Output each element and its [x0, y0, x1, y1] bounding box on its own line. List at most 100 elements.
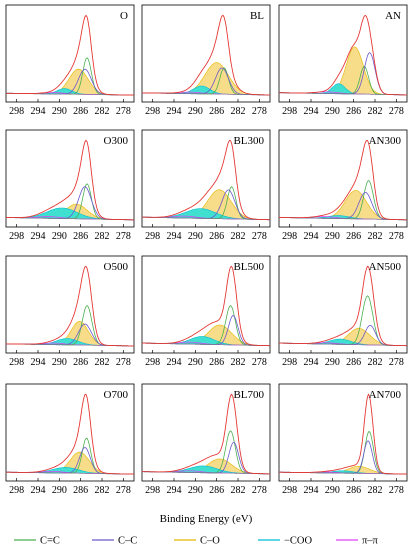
series-envelope [141, 139, 270, 221]
x-tick-label: 290 [188, 231, 203, 242]
xps-panel-bl700: BL700 298 294 290 286 282 278 [141, 383, 271, 496]
x-tick-label: 290 [325, 106, 340, 117]
x-tick-label: 298 [145, 357, 160, 368]
x-tick-label: 290 [52, 357, 67, 368]
x-tick-label: 294 [31, 231, 46, 242]
x-tick-label: 282 [368, 231, 383, 242]
x-tick-label: 294 [167, 231, 182, 242]
legend-label: C–O [200, 536, 220, 547]
x-tick-label: 298 [282, 485, 297, 496]
panel-title: AN700 [369, 389, 402, 401]
x-tick-label: 278 [389, 357, 404, 368]
x-tick-label: 294 [167, 485, 182, 496]
xps-panel-o300: O300 298 294 290 286 282 278 [5, 129, 135, 242]
series-envelope [6, 139, 134, 221]
x-tick-label: 286 [346, 106, 361, 117]
panel-frame [141, 129, 271, 228]
x-tick-label: 290 [325, 357, 340, 368]
legend-coo: −COO [258, 536, 313, 547]
x-tick-label: 286 [73, 231, 88, 242]
x-tick-label: 278 [389, 106, 404, 117]
series-envelope [6, 14, 134, 96]
x-tick-label: 278 [116, 231, 131, 242]
x-tick-label: 278 [116, 357, 131, 368]
x-tick-label: 282 [368, 485, 383, 496]
x-tick-label: 298 [145, 106, 160, 117]
series-envelope [279, 393, 408, 475]
xps-panel-an: AN 298 294 290 286 282 278 [278, 4, 408, 117]
x-tick-label: 278 [389, 231, 404, 242]
x-tick-label: 278 [116, 485, 131, 496]
legend-label: C–C [118, 536, 137, 547]
series-c-o [278, 190, 407, 221]
x-tick-label: 290 [188, 485, 203, 496]
xps-panel-bl: BL 298 294 290 286 282 278 [141, 4, 271, 117]
series-c-c [279, 440, 408, 475]
xps-panel-an500: AN500 298 294 290 286 282 278 [278, 255, 408, 368]
x-tick-label: 286 [209, 357, 224, 368]
x-tick-label: 290 [52, 106, 67, 117]
panel-frame [278, 129, 408, 228]
x-tick-label: 294 [31, 357, 46, 368]
x-tick-label: 294 [31, 485, 46, 496]
panel-title: O700 [104, 389, 129, 401]
x-tick-label: 298 [9, 485, 24, 496]
panel-frame [5, 383, 135, 482]
series-c-double-c [279, 295, 407, 347]
xps-panel-o: O 298 294 290 286 282 278 [5, 4, 135, 117]
panel-title: O500 [104, 261, 129, 273]
x-tick-label: 294 [31, 106, 46, 117]
series-envelope [142, 265, 270, 347]
x-tick-label: 278 [252, 485, 267, 496]
x-tick-label: 282 [231, 357, 246, 368]
x-tick-label: 298 [282, 357, 297, 368]
x-tick-label: 294 [304, 357, 319, 368]
x-tick-label: 294 [304, 106, 319, 117]
x-tick-label: 278 [389, 485, 404, 496]
xps-panel-an300: AN300 298 294 290 286 282 278 [278, 129, 408, 242]
x-tick-label: 282 [231, 485, 246, 496]
panel-title: O [120, 10, 128, 22]
legend-c-c: C–C [92, 536, 137, 547]
xps-panel-o500: O500 298 294 290 286 282 278 [5, 255, 135, 368]
x-tick-label: 294 [304, 231, 319, 242]
x-tick-label: 282 [95, 485, 110, 496]
x-tick-label: 298 [145, 231, 160, 242]
legend-label: −COO [284, 536, 313, 547]
x-tick-label: 282 [368, 106, 383, 117]
x-tick-label: 286 [209, 485, 224, 496]
panel-frame [5, 4, 135, 103]
panel-frame [141, 255, 271, 354]
x-tick-label: 294 [304, 485, 319, 496]
x-tick-label: 290 [52, 485, 67, 496]
x-tick-label: 294 [167, 357, 182, 368]
panel-frame [141, 4, 271, 103]
series-envelope [279, 265, 407, 347]
x-tick-label: 282 [231, 231, 246, 242]
x-tick-label: 282 [231, 106, 246, 117]
x-tick-label: 290 [188, 357, 203, 368]
series-background [141, 216, 270, 220]
legend-c-o: C–O [174, 536, 220, 547]
series-envelope [279, 14, 407, 96]
x-tick-label: 282 [95, 357, 110, 368]
panel-title: O300 [104, 135, 129, 147]
panel-title: BL300 [233, 135, 264, 147]
x-tick-label: 278 [252, 231, 267, 242]
panel-frame [278, 383, 408, 482]
x-axis-label: Binding Energy (eV) [160, 513, 253, 525]
panel-title: BL500 [233, 261, 264, 273]
panel-frame [278, 255, 408, 354]
panel-frame [278, 4, 408, 103]
x-tick-label: 286 [346, 357, 361, 368]
panel-frame [141, 383, 271, 482]
x-tick-label: 282 [95, 106, 110, 117]
panel-title: BL700 [233, 389, 264, 401]
x-tick-label: 298 [9, 106, 24, 117]
series-envelope [278, 139, 407, 221]
x-tick-label: 278 [116, 106, 131, 117]
legend-label: C=C [40, 536, 60, 547]
x-tick-label: 290 [52, 231, 67, 242]
